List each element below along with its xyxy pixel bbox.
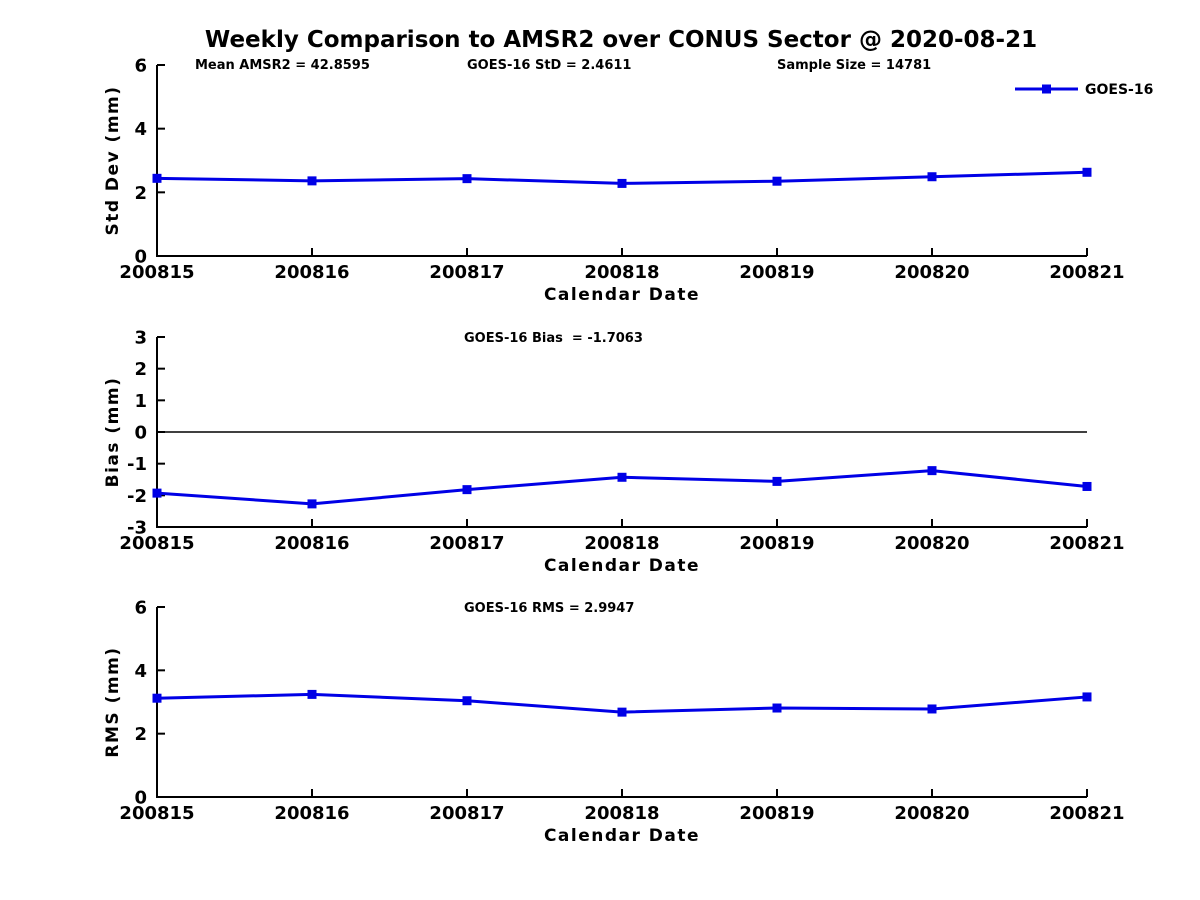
data-marker: [307, 176, 317, 186]
x-tick-label: 200817: [429, 533, 504, 554]
x-tick-label: 200817: [429, 803, 504, 824]
subplot-annotation: GOES-16 StD = 2.4611: [467, 58, 631, 73]
y-tick-label: 6: [134, 56, 147, 77]
subplots-group: 0 2 4 6 200815 200816 200817 200818 200819 200820…: [103, 56, 1153, 847]
y-tick-label: -2: [127, 486, 147, 507]
x-tick-label: 200821: [1049, 803, 1124, 824]
subplot-annotation: Sample Size = 14781: [777, 58, 931, 73]
x-tick-label: 200820: [894, 533, 969, 554]
subplot-std-dev: 0 2 4 6 200815 200816 200817 200818 200819 200820…: [103, 56, 1153, 306]
subplot-bias: -3 -2 -1 0 1 2 3 200815 200816 200817 200818 200819…: [103, 328, 1125, 577]
x-tick-label: 200819: [739, 803, 814, 824]
data-marker: [1082, 692, 1092, 702]
x-axis-label: Calendar Date: [544, 285, 700, 305]
y-tick-label: 1: [134, 391, 147, 412]
x-tick-label: 200818: [584, 533, 659, 554]
data-marker: [927, 466, 937, 476]
y-axis-label: Bias (mm): [103, 377, 123, 488]
x-axis-label: Calendar Date: [544, 556, 700, 576]
y-axis-label: Std Dev (mm): [103, 85, 123, 235]
subplot-annotation: Mean AMSR2 = 42.8595: [195, 58, 370, 73]
y-tick-label: -3: [127, 518, 147, 539]
data-marker: [1082, 481, 1092, 491]
y-tick-label: 2: [134, 724, 147, 745]
x-tick-label: 200816: [274, 262, 349, 283]
data-marker: [152, 173, 162, 183]
y-tick-label: 0: [134, 423, 147, 444]
y-tick-label: 2: [134, 183, 147, 204]
y-tick-label: 3: [134, 328, 147, 349]
x-tick-label: 200818: [584, 262, 659, 283]
x-tick-label: 200817: [429, 262, 504, 283]
x-tick-label: 200816: [274, 533, 349, 554]
data-marker: [927, 172, 937, 182]
data-marker: [772, 703, 782, 713]
y-tick-label: 6: [134, 598, 147, 619]
axis-lines: [156, 607, 1087, 798]
data-marker: [1082, 167, 1092, 177]
data-marker: [617, 707, 627, 717]
data-marker: [617, 178, 627, 188]
x-tick-label: 200815: [119, 262, 194, 283]
x-tick-label: 200821: [1049, 262, 1124, 283]
y-axis-label: RMS (mm): [103, 646, 123, 757]
data-marker: [307, 689, 317, 699]
x-tick-label: 200815: [119, 803, 194, 824]
data-marker: [462, 174, 472, 184]
x-tick-label: 200820: [894, 803, 969, 824]
figure-title: Weekly Comparison to AMSR2 over CONUS Se…: [205, 27, 1037, 53]
data-marker: [772, 476, 782, 486]
x-tick-label: 200816: [274, 803, 349, 824]
y-tick-label: -1: [127, 454, 147, 475]
data-marker: [462, 696, 472, 706]
x-tick-label: 200820: [894, 262, 969, 283]
y-tick-label: 4: [134, 661, 147, 682]
x-tick-label: 200815: [119, 533, 194, 554]
data-marker: [772, 176, 782, 186]
data-marker: [927, 704, 937, 714]
subplot-rms: 0 2 4 6 200815 200816 200817 200818 200819 200820…: [103, 598, 1125, 847]
y-tick-label: 0: [134, 788, 147, 809]
axis-lines: [156, 65, 1087, 257]
legend-marker: [1042, 84, 1051, 94]
subplot-annotation: GOES-16 Bias = -1.7063: [464, 331, 643, 346]
data-marker: [462, 485, 472, 495]
subplot-annotation: GOES-16 RMS = 2.9947: [464, 601, 634, 616]
x-axis-label: Calendar Date: [544, 826, 700, 846]
x-tick-label: 200819: [739, 262, 814, 283]
x-tick-label: 200819: [739, 533, 814, 554]
x-tick-label: 200818: [584, 803, 659, 824]
data-marker: [152, 488, 162, 498]
y-tick-label: 4: [134, 119, 147, 140]
y-tick-label: 0: [134, 247, 147, 268]
y-tick-label: 2: [134, 359, 147, 380]
data-marker: [152, 693, 162, 703]
data-marker: [307, 499, 317, 509]
data-marker: [617, 472, 627, 482]
legend-label: GOES-16: [1085, 82, 1153, 98]
x-tick-label: 200821: [1049, 533, 1124, 554]
